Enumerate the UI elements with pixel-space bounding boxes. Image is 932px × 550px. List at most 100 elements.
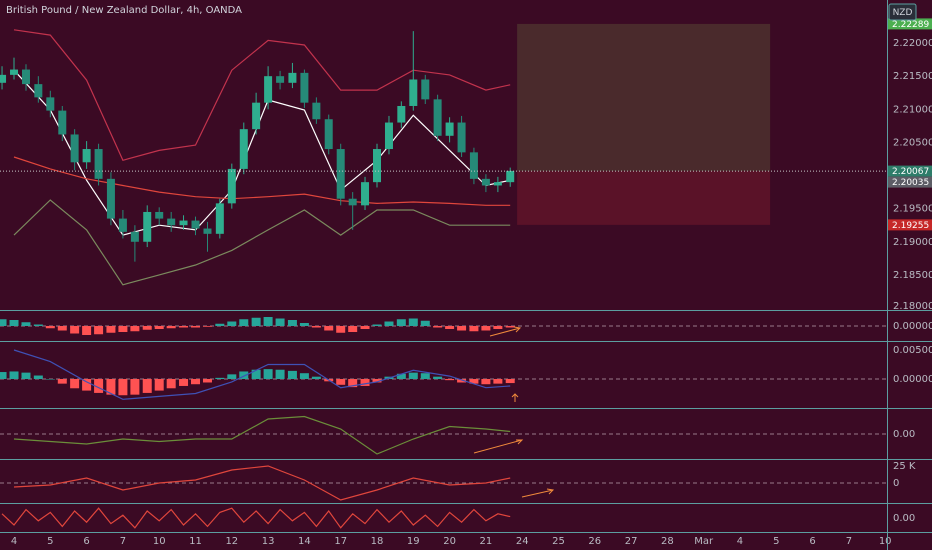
histogram-bar bbox=[33, 324, 43, 326]
candle-body bbox=[21, 69, 30, 85]
candle-body bbox=[94, 149, 103, 179]
candle-body bbox=[493, 182, 502, 186]
histogram-bar bbox=[420, 373, 430, 380]
x-tick-label: 13 bbox=[262, 536, 275, 547]
histogram-bar bbox=[57, 379, 67, 384]
x-tick-label: 12 bbox=[225, 536, 238, 547]
histogram-bar bbox=[70, 379, 80, 389]
arrow-head bbox=[511, 393, 519, 398]
y-tick-label: 0.00 bbox=[893, 513, 915, 524]
candle-body bbox=[481, 178, 490, 186]
annotation-arrows bbox=[473, 326, 555, 498]
candle-body bbox=[457, 122, 466, 153]
histogram-bar bbox=[45, 379, 55, 380]
arrow-head bbox=[546, 488, 555, 495]
histogram-bar bbox=[299, 323, 309, 326]
candle-body bbox=[203, 228, 212, 234]
histogram-bar bbox=[445, 326, 455, 329]
layers: 4 5 6 7 10 11 12 13 14 17 18 19 20 21 24 25 26 27 28 Mar 4 5 6… bbox=[0, 18, 932, 547]
price-label: 2.22289 bbox=[892, 20, 929, 30]
x-tick-label: 25 bbox=[552, 536, 565, 547]
y-tick-label: 0.00000 bbox=[893, 374, 932, 385]
histogram-bar bbox=[21, 322, 31, 326]
x-tick-label: 24 bbox=[516, 536, 529, 547]
arrow bbox=[489, 327, 521, 337]
candle-body bbox=[288, 72, 297, 83]
currency-button[interactable] bbox=[888, 3, 917, 21]
histogram-bar bbox=[360, 326, 370, 329]
histogram-bar bbox=[21, 372, 31, 380]
candle-body bbox=[397, 105, 406, 123]
histogram-bar bbox=[106, 326, 116, 333]
histogram-bar bbox=[420, 320, 430, 326]
arrow bbox=[521, 489, 554, 498]
histogram-bar bbox=[481, 326, 491, 331]
histogram-bar bbox=[348, 326, 358, 332]
histogram-bar bbox=[33, 375, 43, 380]
candle-body bbox=[10, 69, 19, 75]
histogram-bar bbox=[372, 324, 382, 326]
histogram-bar bbox=[239, 371, 249, 380]
histogram-bar bbox=[505, 326, 515, 328]
candle-body bbox=[143, 211, 152, 242]
candle-body bbox=[300, 72, 309, 103]
y-tick-label: 25 K bbox=[893, 461, 916, 472]
y-tick-label: 2.21000 bbox=[893, 104, 932, 115]
candle-body bbox=[348, 198, 357, 206]
candle-body bbox=[384, 122, 393, 150]
candle-body bbox=[445, 122, 454, 136]
candle-body bbox=[469, 152, 478, 179]
series-line bbox=[13, 199, 511, 286]
series-line bbox=[13, 349, 511, 400]
y-tick-label: 2.22000 bbox=[893, 38, 932, 49]
candle-body bbox=[336, 149, 345, 199]
currency-label[interactable]: NZD bbox=[893, 8, 913, 18]
x-tick-label: 20 bbox=[443, 536, 456, 547]
histogram-bar bbox=[348, 379, 358, 388]
series-line bbox=[13, 415, 511, 455]
histogram-bar bbox=[154, 379, 164, 391]
histogram-bar bbox=[142, 326, 152, 330]
histogram-bar bbox=[287, 370, 297, 380]
histogram-bar bbox=[457, 379, 467, 383]
histogram-bar bbox=[263, 369, 273, 380]
arrow-head bbox=[516, 439, 524, 445]
candle-body bbox=[130, 231, 139, 242]
candle-body bbox=[312, 102, 321, 120]
price-label-box bbox=[888, 165, 932, 177]
histogram-bar bbox=[130, 379, 140, 395]
y-tick-label: 0 bbox=[893, 478, 899, 489]
x-tick-label: 27 bbox=[625, 536, 638, 547]
x-tick-label: 19 bbox=[407, 536, 420, 547]
histogram-bar bbox=[505, 379, 515, 384]
histogram-bar bbox=[215, 377, 225, 380]
x-tick-label: 6 bbox=[83, 536, 89, 547]
candle-body bbox=[167, 218, 176, 226]
histogram-bar bbox=[239, 319, 249, 326]
candle-body bbox=[155, 211, 164, 219]
histogram-bar bbox=[324, 326, 334, 331]
y-tick-label: 0.00500 bbox=[893, 345, 932, 356]
x-tick-label: 4 bbox=[737, 536, 743, 547]
histogram-bar bbox=[118, 379, 128, 396]
histogram-bar bbox=[396, 319, 406, 326]
y-tick-label: 2.21500 bbox=[893, 71, 932, 82]
x-tick-label: 5 bbox=[773, 536, 779, 547]
x-tick-label: 18 bbox=[371, 536, 384, 547]
candle-body bbox=[191, 220, 200, 229]
histogram-bar bbox=[469, 326, 479, 332]
candle-body bbox=[179, 220, 188, 226]
histogram-bar bbox=[251, 317, 261, 326]
y-tick-label: 2.19000 bbox=[893, 237, 932, 248]
candle-body bbox=[252, 102, 261, 130]
candle-body bbox=[361, 182, 370, 206]
arrow bbox=[473, 439, 523, 454]
histogram-bar bbox=[118, 326, 128, 332]
histogram-bar bbox=[336, 326, 346, 333]
histogram-bar bbox=[82, 379, 92, 391]
candle-body bbox=[70, 134, 79, 163]
candle-body bbox=[433, 99, 442, 136]
histogram-bar bbox=[287, 320, 297, 326]
y-tick-label: 0.00000 bbox=[893, 321, 932, 332]
